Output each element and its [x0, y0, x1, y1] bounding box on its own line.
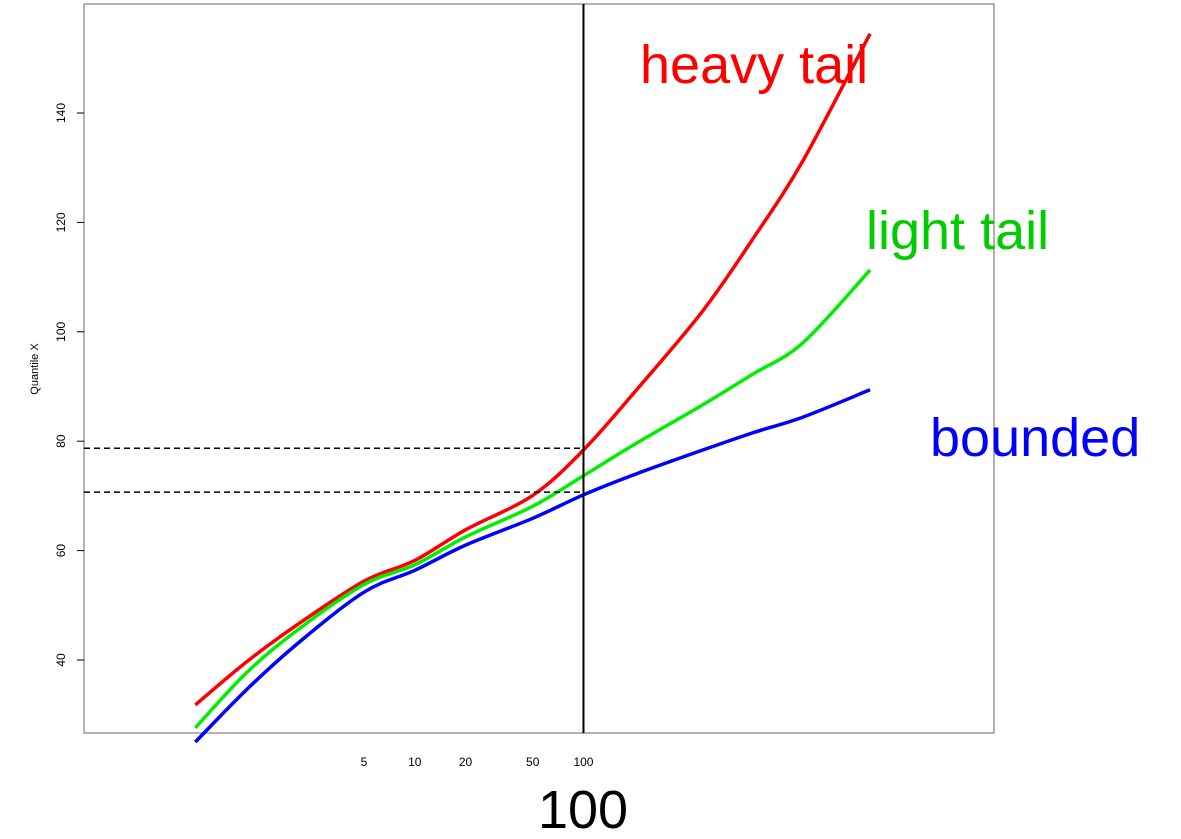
y-axis: 40 60 80 100 120 140 — [54, 103, 84, 667]
y-tick-label: 80 — [54, 434, 68, 448]
y-axis-title: Quantile X — [29, 343, 41, 395]
series-line-light-tail — [194, 268, 872, 729]
y-tick-label: 60 — [54, 544, 68, 558]
x-tick-label: 100 — [573, 755, 593, 769]
y-tick-label: 120 — [54, 212, 68, 232]
series-label-bounded: bounded — [930, 408, 1140, 468]
x-tick-label: 5 — [361, 755, 368, 769]
x-axis-title: 100 — [538, 780, 628, 839]
series-line-bounded — [194, 388, 871, 744]
y-tick-label: 100 — [54, 321, 68, 341]
series-label-heavy-tail: heavy tail — [640, 35, 868, 95]
x-tick-label: 20 — [459, 755, 473, 769]
x-tick-label: 50 — [526, 755, 540, 769]
plot-frame — [83, 3, 995, 734]
x-axis: 5 10 20 50 100 — [361, 755, 594, 769]
y-tick-label: 40 — [54, 653, 68, 667]
series-label-light-tail: light tail — [866, 201, 1049, 261]
x-tick-label: 10 — [408, 755, 422, 769]
y-tick-label: 140 — [54, 103, 68, 123]
reference-lines-layer — [84, 4, 585, 733]
curves-layer — [194, 32, 872, 744]
series-line-heavy-tail — [194, 32, 872, 707]
